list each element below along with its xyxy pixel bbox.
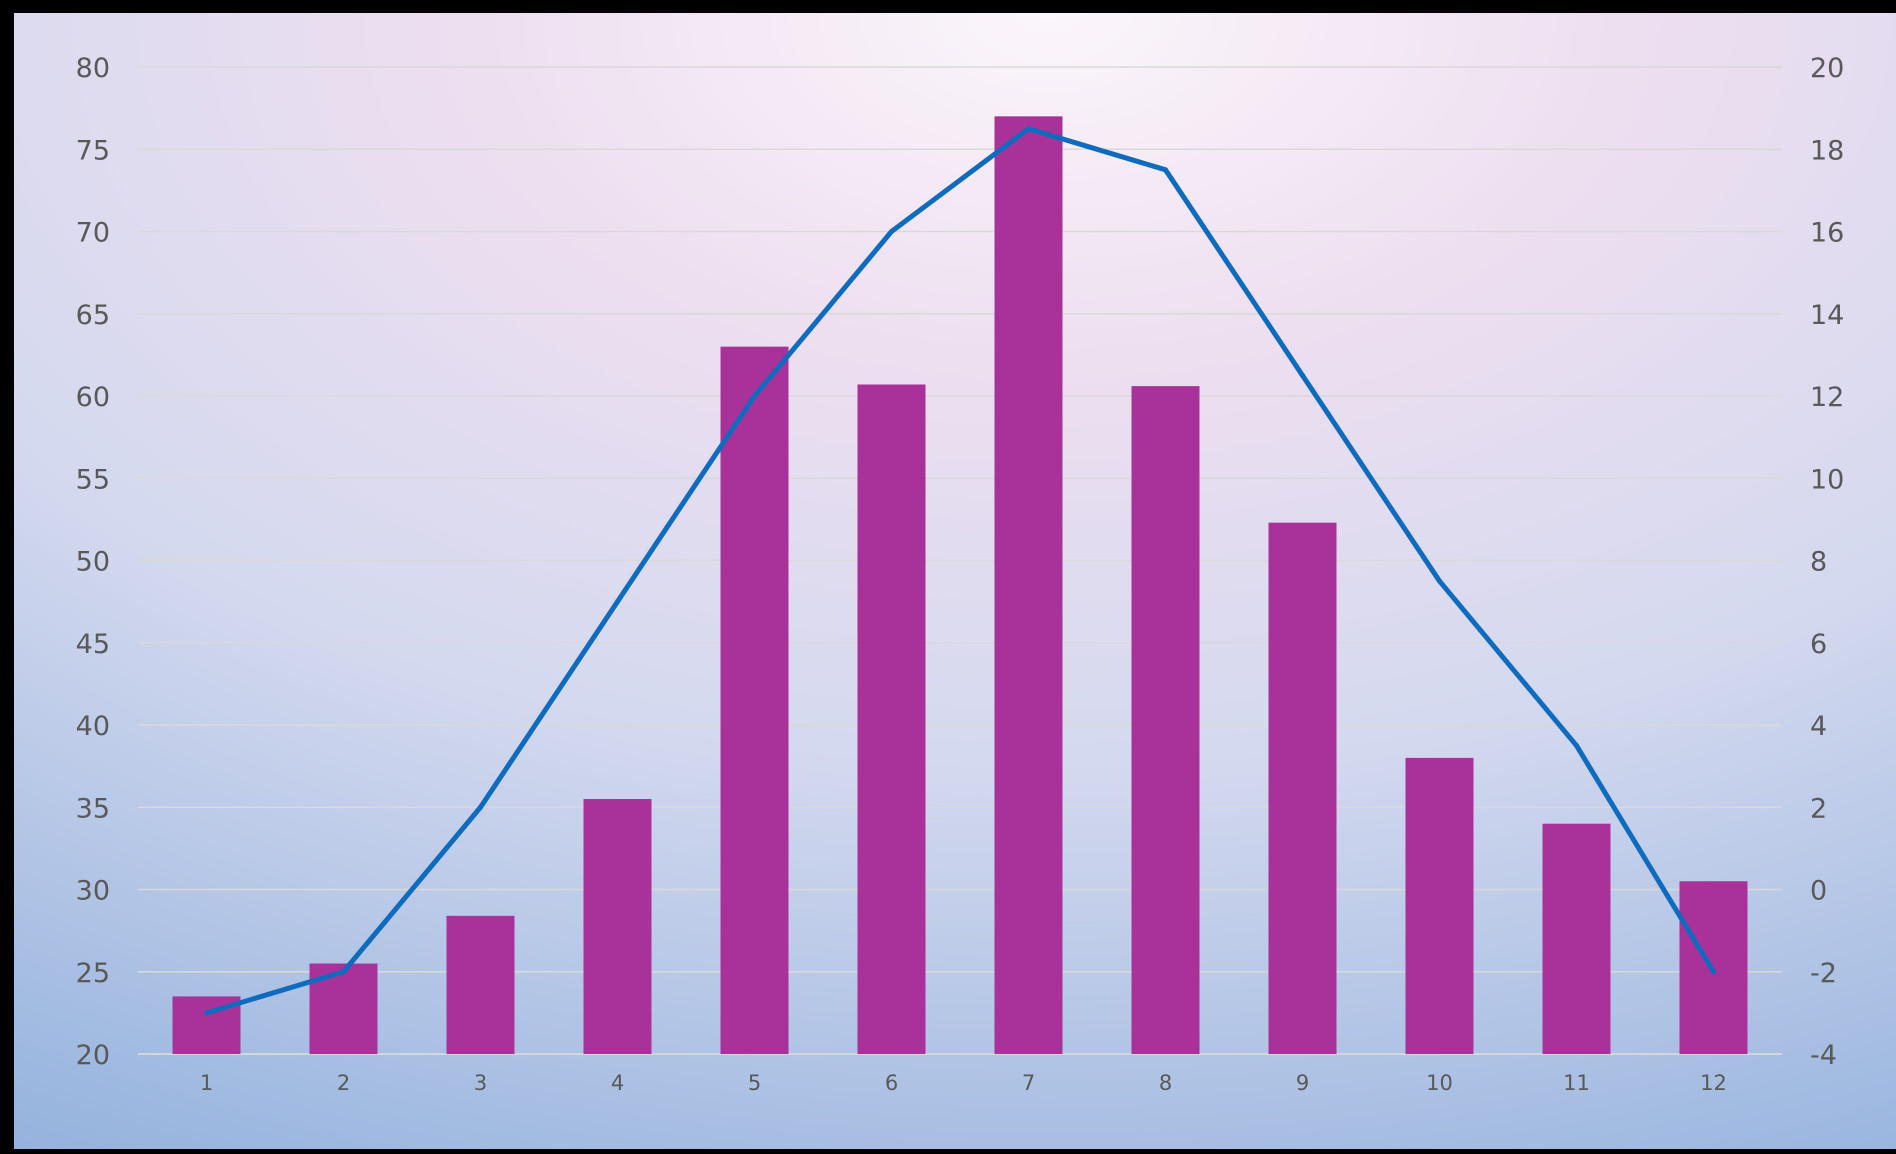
- left-y-tick-label: 20: [76, 1040, 110, 1071]
- x-tick-label: 1: [200, 1071, 213, 1095]
- right-y-tick-label: 18: [1810, 135, 1844, 166]
- left-y-tick-label: 60: [76, 382, 110, 413]
- line-point-12: [1711, 969, 1716, 975]
- bar-7: [994, 116, 1063, 1055]
- right-y-tick-label: -2: [1810, 958, 1837, 989]
- right-y-tick-label: 20: [1810, 53, 1844, 84]
- x-tick-label: 6: [885, 1071, 898, 1095]
- x-tick-label: 10: [1426, 1071, 1453, 1095]
- line-point-4: [615, 599, 620, 605]
- left-y-tick-label: 45: [76, 629, 110, 660]
- bar-series: [172, 116, 1748, 1055]
- right-y-tick-label: 10: [1810, 464, 1844, 495]
- x-tick-label: 3: [474, 1071, 487, 1095]
- left-y-tick-label: 25: [76, 958, 110, 989]
- left-y-tick-label: 80: [76, 53, 110, 84]
- left-y-tick-label: 65: [76, 300, 110, 331]
- left-y-tick-label: 70: [76, 218, 110, 249]
- line-point-7: [1026, 126, 1031, 132]
- bar-10: [1405, 757, 1474, 1054]
- right-y-tick-label: 12: [1810, 382, 1844, 413]
- right-y-tick-label: 4: [1810, 711, 1827, 742]
- right-y-tick-label: -4: [1810, 1040, 1837, 1071]
- line-point-5: [752, 393, 757, 399]
- line-point-9: [1300, 372, 1305, 378]
- line-point-11: [1574, 743, 1579, 749]
- right-y-tick-label: 0: [1810, 876, 1827, 907]
- left-y-tick-label: 50: [76, 547, 110, 578]
- line-point-1: [204, 1010, 209, 1016]
- left-y-tick-label: 35: [76, 793, 110, 824]
- right-y-tick-label: 6: [1810, 629, 1827, 660]
- x-tick-label: 8: [1159, 1071, 1172, 1095]
- left-y-tick-label: 55: [76, 464, 110, 495]
- line-point-6: [889, 229, 894, 234]
- bar-8: [1131, 386, 1200, 1054]
- line-path: [205, 126, 1716, 1016]
- right-y-tick-label: 2: [1810, 793, 1827, 824]
- right-y-axis: -4 -2 0 2 4 6 8 10 12 14 16 18 20: [1810, 53, 1844, 1071]
- bar-5: [720, 346, 789, 1054]
- bar-9: [1268, 522, 1337, 1054]
- line-point-3: [478, 804, 483, 810]
- left-y-tick-label: 75: [76, 135, 110, 166]
- line-point-8: [1163, 167, 1168, 173]
- bar-11: [1542, 823, 1611, 1054]
- x-tick-label: 9: [1296, 1071, 1309, 1095]
- x-tick-label: 2: [337, 1071, 350, 1095]
- line-point-10: [1437, 578, 1442, 584]
- x-tick-label: 11: [1563, 1071, 1590, 1095]
- right-y-tick-label: 16: [1810, 218, 1844, 249]
- left-y-axis: 20 25 30 35 40 45 50 55 60 65 70 75 80: [76, 53, 110, 1071]
- bar-6: [857, 384, 926, 1054]
- right-y-tick-label: 8: [1810, 547, 1827, 578]
- gridlines: [138, 66, 1782, 1055]
- x-axis: 1 2 3 4 5 6 7 8 9 10 11 12: [200, 1071, 1727, 1095]
- x-tick-label: 7: [1022, 1071, 1035, 1095]
- left-y-tick-label: 30: [76, 876, 110, 907]
- x-tick-label: 5: [748, 1071, 761, 1095]
- line-point-2: [341, 969, 346, 975]
- x-tick-label: 12: [1700, 1071, 1727, 1095]
- right-y-tick-label: 14: [1810, 300, 1844, 331]
- bar-4: [583, 799, 652, 1054]
- left-y-tick-label: 40: [76, 711, 110, 742]
- line-series: [204, 126, 1716, 1016]
- bar-3: [446, 915, 515, 1054]
- x-tick-label: 4: [611, 1071, 624, 1095]
